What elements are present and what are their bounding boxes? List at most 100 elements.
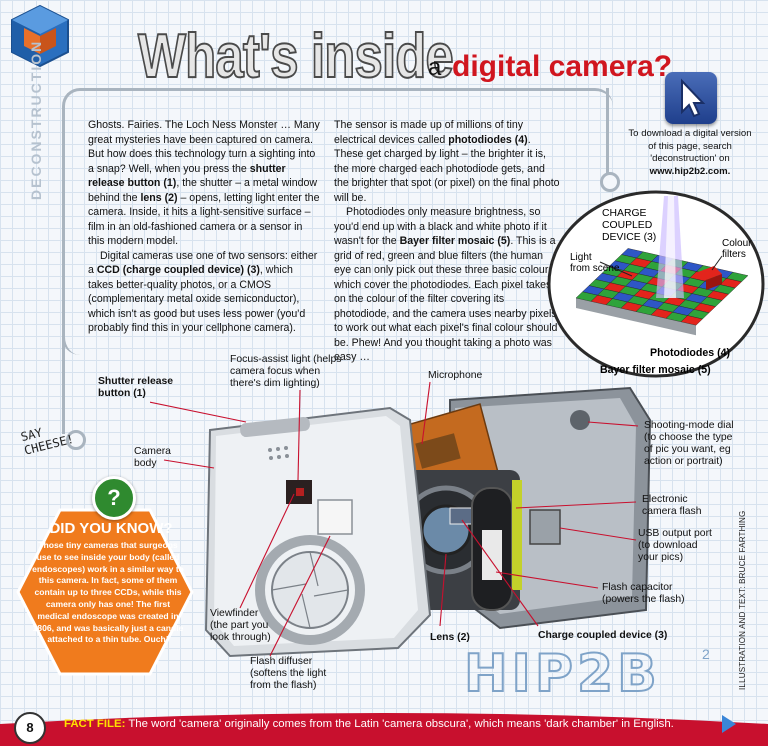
leader-line bbox=[711, 255, 723, 271]
fact-file-label: FACT FILE: bbox=[64, 718, 126, 730]
label-viewfinder: Viewfinder (the part you look through) bbox=[210, 608, 271, 644]
colour-filter-block bbox=[698, 266, 722, 280]
ccd-detail-diagram: CHARGE COUPLED DEVICE (3) Light from sce… bbox=[547, 190, 765, 378]
label-shutter-release: Shutter release button (1) bbox=[98, 376, 173, 400]
label-line: (to download bbox=[638, 540, 698, 551]
ccd-chip bbox=[449, 507, 473, 525]
photodiodes-label: Photodiodes (4) bbox=[650, 347, 730, 359]
sensor-base bbox=[576, 298, 696, 336]
label-line: USB output port bbox=[638, 528, 712, 539]
label-line: Viewfinder bbox=[210, 608, 259, 619]
label-line: Shutter release bbox=[98, 376, 174, 387]
label-line: there's dim lighting) bbox=[230, 378, 320, 389]
colour-filters-label-2: filters bbox=[722, 249, 746, 260]
label-line: Electronic bbox=[642, 494, 688, 505]
light-label-line-2: from scene bbox=[570, 263, 620, 274]
microphone-holes bbox=[268, 446, 289, 460]
label-flash-diffuser: Flash diffuser (softens the light from t… bbox=[250, 656, 326, 692]
download-note: To download a digital version of this pa… bbox=[626, 128, 754, 178]
article-paragraph: The sensor is made up of millions of tin… bbox=[334, 119, 560, 204]
frame-ring bbox=[66, 430, 86, 450]
page-title: What's inside bbox=[137, 21, 454, 92]
label-line: (softens the light bbox=[250, 668, 327, 679]
pointer-arrow-icon bbox=[681, 78, 706, 118]
download-link[interactable]: www.hip2b2.com. bbox=[649, 165, 731, 177]
badge-hexagon bbox=[16, 508, 194, 676]
ccd-title-line-1: CHARGE bbox=[602, 208, 647, 219]
title-subtitle-a: a bbox=[428, 54, 442, 81]
colour-filter-block-side bbox=[706, 274, 722, 290]
light-label-line-1: Light bbox=[570, 252, 592, 263]
focus-assist-light bbox=[296, 488, 304, 496]
article-paragraph: Digital cameras use one of two sensors: … bbox=[88, 249, 318, 335]
cursor-icon[interactable] bbox=[665, 72, 717, 124]
label-ccd: Charge coupled device (3) bbox=[538, 630, 668, 641]
label-line: camera focus when bbox=[230, 366, 321, 377]
label-line: camera flash bbox=[642, 506, 702, 517]
label-lens: Lens (2) bbox=[430, 632, 470, 643]
shutter-release-button bbox=[240, 416, 310, 438]
section-label: DECONSTRUCTION bbox=[28, 39, 44, 200]
label-microphone: Microphone bbox=[428, 370, 483, 381]
label-camera-body: Camera body bbox=[134, 446, 171, 470]
colour-filters-label-1: Colour bbox=[722, 238, 752, 249]
article-paragraph: Ghosts. Fairies. The Loch Ness Monster …… bbox=[88, 119, 320, 247]
did-you-know-badge bbox=[16, 508, 194, 676]
label-line: (the part you bbox=[210, 620, 269, 631]
label-line: from the flash) bbox=[250, 680, 317, 691]
label-line: Camera bbox=[134, 446, 171, 457]
hip2b2-superscript: 2 bbox=[702, 646, 710, 662]
light-beam-core bbox=[664, 196, 676, 298]
camera-illustration bbox=[150, 381, 652, 658]
flash-diffuser bbox=[317, 499, 353, 535]
article-frame-right bbox=[606, 88, 609, 174]
label-line: body bbox=[134, 458, 157, 469]
label-line: Flash diffuser bbox=[250, 656, 313, 667]
label-line: your pics) bbox=[638, 552, 684, 563]
fact-file: FACT FILE: The word 'camera' originally … bbox=[64, 718, 724, 730]
label-line: (to choose the type bbox=[644, 432, 733, 443]
frame-ring bbox=[600, 172, 620, 192]
fact-file-text: The word 'camera' originally comes from … bbox=[128, 718, 674, 730]
page-number: 8 bbox=[14, 712, 46, 744]
label-line: of pic you want, eg bbox=[644, 444, 731, 455]
leader-line bbox=[599, 261, 633, 277]
article-frame-left bbox=[62, 110, 65, 434]
download-text: To download a digital version of this pa… bbox=[628, 128, 752, 164]
fact-file-banner bbox=[0, 713, 768, 746]
flash-tube bbox=[512, 480, 522, 590]
article-column-2: The sensor is made up of millions of tin… bbox=[334, 118, 562, 365]
bayer-filter-mosaic bbox=[575, 248, 749, 336]
label-line: action or portrait) bbox=[644, 456, 723, 467]
usb-port bbox=[529, 509, 561, 545]
did-you-know-title: DID YOU KNOW? bbox=[49, 520, 173, 537]
label-line: Focus-assist light (helps bbox=[230, 354, 342, 365]
label-shooting-mode-dial: Shooting-mode dial (to choose the type o… bbox=[644, 420, 734, 468]
lens-cover bbox=[271, 551, 349, 629]
leader-lines bbox=[150, 381, 639, 657]
lens-ring bbox=[255, 535, 365, 645]
hip2b2-cube-logo bbox=[11, 4, 69, 68]
ccd-title-line-3: DEVICE (3) bbox=[602, 232, 656, 243]
say-cheese-doodle: SAY CHEESE! bbox=[19, 418, 75, 457]
label-focus-assist: Focus-assist light (helps camera focus w… bbox=[230, 354, 341, 390]
bayer-filter-cell bbox=[680, 315, 703, 326]
board-chip bbox=[415, 433, 461, 469]
label-line: Flash capacitor bbox=[602, 582, 673, 593]
label-flash-capacitor: Flash capacitor (powers the flash) bbox=[602, 582, 685, 606]
label-line: (powers the flash) bbox=[602, 594, 685, 605]
capacitor-label bbox=[482, 530, 502, 580]
question-mark-icon: ? bbox=[92, 476, 136, 520]
label-usb-port: USB output port (to download your pics) bbox=[638, 528, 712, 564]
title-subtitle-b: digital camera? bbox=[452, 50, 673, 83]
hip2b2-wordmark: HIP2B bbox=[463, 644, 661, 704]
label-line: look through) bbox=[210, 632, 271, 643]
next-arrow-icon[interactable] bbox=[722, 715, 736, 733]
label-line: Shooting-mode dial bbox=[644, 420, 734, 431]
article-column-1: Ghosts. Fairies. The Loch Ness Monster …… bbox=[88, 118, 320, 336]
label-electronic-flash: Electronic camera flash bbox=[642, 494, 701, 518]
article-paragraph: Photodiodes only measure brightness, so … bbox=[334, 206, 561, 363]
shooting-mode-dial bbox=[570, 410, 590, 430]
ccd-title-line-2: COUPLED bbox=[602, 220, 652, 231]
bayer-label: Bayer filter mosaic (5) bbox=[600, 364, 711, 376]
